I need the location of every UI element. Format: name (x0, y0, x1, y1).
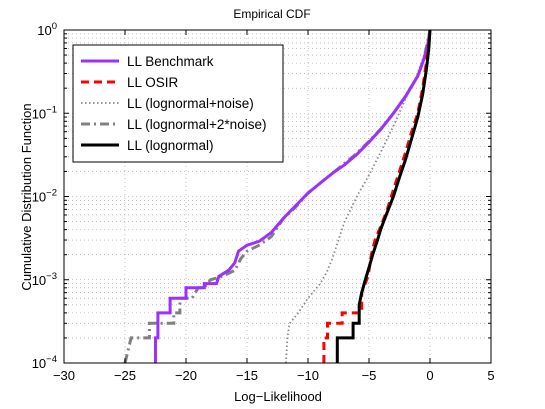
chart-title: Empirical CDF (233, 7, 310, 21)
x-tick-label: 0 (426, 368, 433, 383)
legend-label: LL (lognormal+2*noise) (127, 117, 266, 132)
x-tick-label: −30 (53, 368, 75, 383)
series-line (285, 29, 431, 364)
x-tick-label: −15 (236, 368, 258, 383)
legend: LL Benchmark LL OSIR LL (lognormal+noise) L… (72, 44, 284, 163)
x-tick-label: −20 (175, 368, 197, 383)
y-tick-label: 100 (37, 21, 57, 38)
x-axis-label: Log−Likelihood (234, 389, 322, 404)
y-tick-label: 10−1 (32, 104, 57, 121)
y-tick-label: 10−4 (32, 354, 57, 371)
series-layer (123, 29, 432, 364)
y-tick-label: 10−2 (32, 188, 57, 205)
y-axis-label: Cumulative Distribution Function (19, 103, 34, 290)
legend-label: LL (lognormal) (127, 138, 214, 153)
series-line (335, 29, 432, 363)
y-tick-label: 10−3 (32, 271, 57, 288)
legend-label: LL (lognormal+noise) (127, 96, 254, 111)
series-line (154, 29, 432, 363)
legend-label: LL Benchmark (127, 54, 214, 69)
x-tick-label: 5 (487, 368, 494, 383)
x-tick-label: −5 (362, 368, 377, 383)
x-tick-label: −25 (114, 368, 136, 383)
axis-ticks: −30 −25 −20 −15 −10 −5 0 5 10−4 10−3 10−2 10−1 100 (32, 21, 495, 383)
legend-label: LL OSIR (127, 75, 179, 90)
x-tick-label: −10 (297, 368, 319, 383)
legend-box (72, 44, 284, 163)
